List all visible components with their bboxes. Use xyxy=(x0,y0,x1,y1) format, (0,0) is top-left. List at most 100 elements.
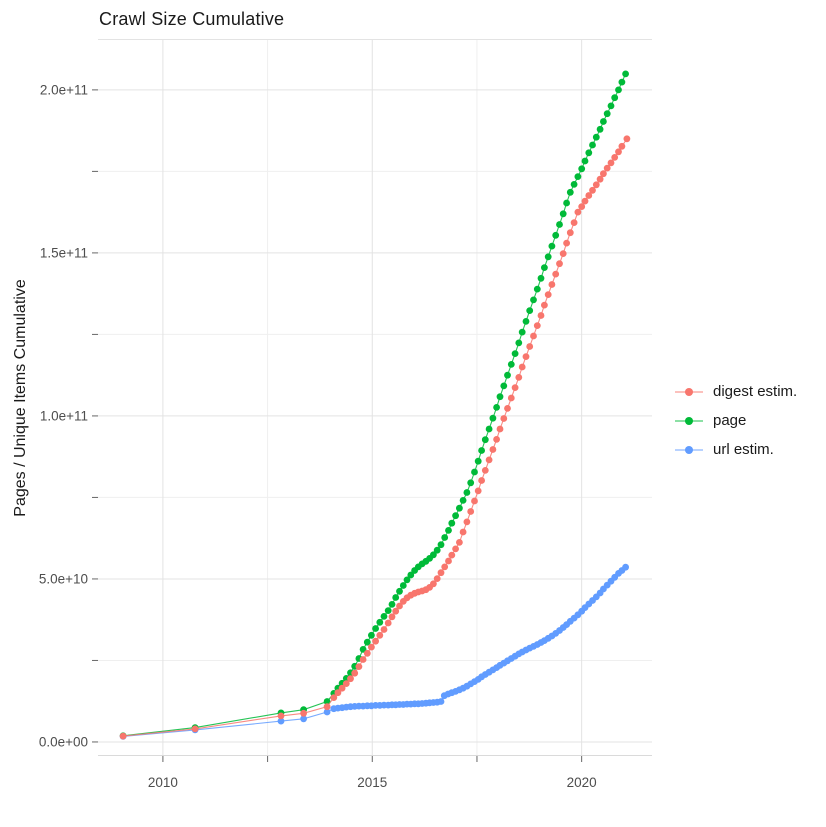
data-point xyxy=(500,415,508,422)
data-point xyxy=(372,625,379,632)
data-point xyxy=(300,715,307,723)
legend-label: digest estim. xyxy=(713,383,798,400)
data-point xyxy=(448,519,456,527)
data-point xyxy=(559,250,567,257)
data-point xyxy=(441,563,449,571)
data-point xyxy=(622,70,629,78)
data-point xyxy=(456,504,463,512)
data-point xyxy=(478,477,485,484)
data-point xyxy=(448,551,456,559)
data-point xyxy=(489,414,497,422)
data-point xyxy=(615,86,622,94)
data-point xyxy=(530,296,537,304)
data-point xyxy=(515,339,523,347)
series-line-url-estim xyxy=(123,566,626,737)
data-point xyxy=(407,571,415,579)
data-point xyxy=(471,468,478,476)
data-point xyxy=(384,619,392,627)
legend-item-digest-estim: digest estim. xyxy=(674,377,797,406)
data-point xyxy=(603,110,611,118)
data-point xyxy=(548,281,556,288)
data-point xyxy=(611,154,619,161)
data-point xyxy=(380,626,388,633)
data-point xyxy=(541,264,548,271)
data-point xyxy=(585,149,593,157)
data-point xyxy=(363,638,371,646)
data-point xyxy=(463,518,471,526)
data-point xyxy=(368,631,375,639)
data-point xyxy=(603,164,611,172)
data-point xyxy=(522,318,530,325)
data-point xyxy=(592,133,600,141)
data-point xyxy=(456,539,463,546)
data-point xyxy=(459,528,467,536)
data-point xyxy=(556,260,563,268)
data-point xyxy=(618,78,626,86)
data-point xyxy=(347,675,354,683)
data-point xyxy=(441,534,449,541)
y-tick-label: 1.0e+11 xyxy=(40,408,88,423)
data-point xyxy=(618,142,626,150)
data-point xyxy=(478,447,485,454)
data-point xyxy=(544,291,552,298)
data-point xyxy=(493,436,500,443)
data-point xyxy=(570,219,578,227)
x-tick-label: 2015 xyxy=(357,775,387,790)
y-tick-label: 0.0e+00 xyxy=(39,734,88,749)
data-point xyxy=(119,732,127,740)
data-point xyxy=(388,613,396,621)
data-point xyxy=(496,393,504,401)
series-line-digest-estim xyxy=(123,138,628,737)
y-tick-labels: 0.0e+00 5.0e+10 1.0e+11 1.5e+11 2.0e+11 xyxy=(39,82,88,749)
data-point xyxy=(570,181,578,188)
data-point xyxy=(530,332,537,340)
data-point xyxy=(507,361,515,368)
legend-key-dot xyxy=(685,416,693,425)
data-point xyxy=(452,512,459,520)
data-point xyxy=(342,680,350,687)
legend-item-page: page xyxy=(674,406,797,435)
data-point xyxy=(533,285,541,293)
data-point xyxy=(507,394,515,402)
data-point xyxy=(574,208,582,216)
data-point xyxy=(515,374,523,381)
data-point xyxy=(596,125,604,133)
x-tick-label: 2020 xyxy=(567,775,597,790)
data-point xyxy=(589,186,596,194)
x-tick-label: 2010 xyxy=(148,775,178,790)
data-point xyxy=(430,580,437,588)
data-point xyxy=(323,703,331,711)
data-point xyxy=(452,545,459,553)
data-point xyxy=(392,594,400,601)
legend-key-icon xyxy=(675,445,703,454)
legend: digest estim. page url estim. xyxy=(674,377,797,464)
data-point xyxy=(504,371,511,379)
data-point xyxy=(533,322,541,329)
data-point xyxy=(396,602,403,610)
data-point xyxy=(607,102,615,110)
legend-label: url estim. xyxy=(713,441,774,458)
data-point xyxy=(277,717,285,725)
data-point xyxy=(474,457,482,465)
data-point xyxy=(556,221,563,228)
legend-item-url-estim: url estim. xyxy=(674,435,797,464)
data-point xyxy=(552,270,560,278)
data-point xyxy=(537,274,545,282)
data-point xyxy=(504,405,511,412)
y-tick-label: 5.0e+10 xyxy=(39,571,88,586)
data-point xyxy=(323,698,331,705)
chart-title: Crawl Size Cumulative xyxy=(99,9,285,29)
data-point xyxy=(376,631,384,639)
data-point xyxy=(522,353,530,360)
data-point xyxy=(518,328,526,336)
data-point xyxy=(496,425,504,433)
data-point xyxy=(541,301,548,309)
data-point xyxy=(544,253,552,261)
data-point xyxy=(471,497,478,505)
y-tick-label: 2.0e+11 xyxy=(40,82,88,97)
data-point xyxy=(566,229,574,237)
data-point xyxy=(437,569,445,577)
data-point xyxy=(574,173,582,181)
